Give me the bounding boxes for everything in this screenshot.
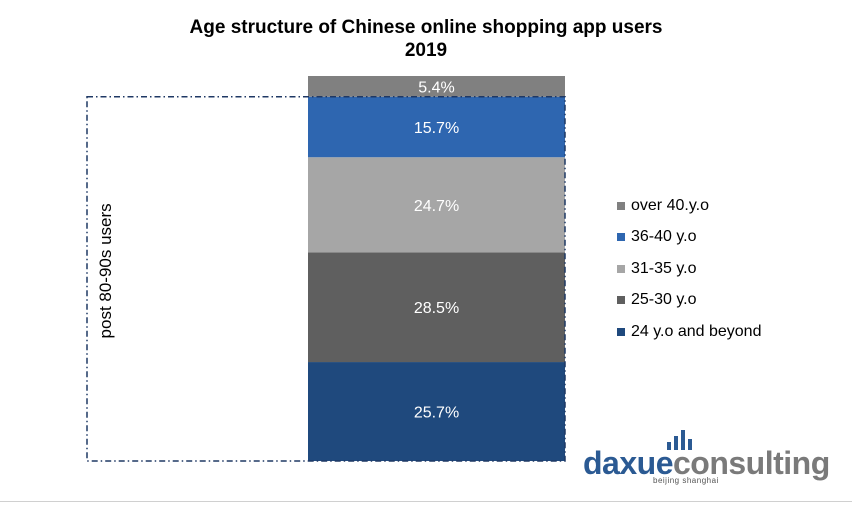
- bar-segment-4: [308, 76, 565, 97]
- legend-swatch: [617, 264, 625, 273]
- data-label-0: 25.7%: [414, 405, 459, 422]
- bar-segment-2: [308, 157, 565, 253]
- legend-label: 36-40 y.o: [631, 228, 697, 246]
- bar-segment-0: [308, 362, 565, 461]
- chart-title: Age structure of Chinese online shopping…: [0, 16, 852, 62]
- data-label-2: 24.7%: [414, 198, 459, 215]
- legend-item-3: 25-30 y.o: [617, 285, 761, 317]
- logo-subtext: beijing shanghai: [653, 476, 719, 485]
- logo-text-daxue: daxue: [583, 445, 673, 481]
- logo-text: daxueconsulting: [583, 445, 830, 482]
- legend-swatch: [617, 327, 625, 336]
- chart-legend: over 40.y.o 36-40 y.o 31-35 y.o 25-30 y.o 24…: [617, 190, 761, 348]
- legend-swatch: [617, 201, 625, 210]
- chart-subtitle: 2019: [404, 40, 448, 61]
- legend-item-1: 36-40 y.o: [617, 222, 761, 254]
- data-label-3: 15.7%: [414, 120, 459, 137]
- data-label-1: 28.5%: [414, 300, 459, 317]
- legend-item-4: 24 y.o and beyond: [617, 316, 761, 348]
- legend-swatch: [617, 296, 625, 305]
- chart-title-main: Age structure of Chinese online shopping…: [189, 17, 663, 38]
- bar-segment-1: [308, 252, 565, 363]
- logo-bars-icon: [667, 428, 695, 450]
- legend-label: over 40.y.o: [631, 196, 709, 214]
- legend-item-2: 31-35 y.o: [617, 253, 761, 285]
- logo-text-consulting: consulting: [672, 445, 830, 481]
- legend-label: 25-30 y.o: [631, 291, 697, 309]
- bottom-divider: [0, 501, 852, 502]
- daxue-consulting-logo: daxueconsulting beijing shanghai: [583, 428, 843, 488]
- annotation-bracket: [86, 96, 566, 462]
- legend-label: 31-35 y.o: [631, 259, 697, 277]
- bar-segment-3: [308, 96, 565, 158]
- annotation-label: post 80-90s users: [96, 203, 115, 338]
- legend-label: 24 y.o and beyond: [631, 322, 762, 340]
- data-label-4: 5.4%: [418, 79, 454, 96]
- legend-item-0: over 40.y.o: [617, 190, 761, 222]
- legend-swatch: [617, 233, 625, 242]
